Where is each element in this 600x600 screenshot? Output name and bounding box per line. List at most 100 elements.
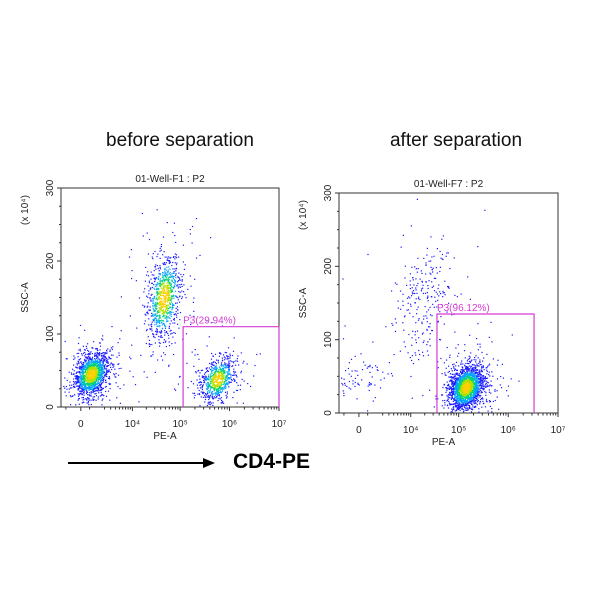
event-point bbox=[162, 278, 164, 280]
event-point bbox=[81, 393, 83, 395]
event-point bbox=[176, 285, 178, 287]
event-point bbox=[479, 361, 481, 363]
event-point bbox=[103, 395, 105, 397]
event-point bbox=[425, 315, 427, 317]
event-point bbox=[228, 358, 230, 360]
event-point bbox=[256, 353, 258, 356]
event-point bbox=[429, 323, 431, 325]
event-point bbox=[157, 297, 159, 299]
event-point bbox=[64, 391, 66, 393]
event-point bbox=[475, 402, 477, 404]
event-point bbox=[71, 384, 73, 386]
event-point bbox=[198, 358, 200, 360]
event-point bbox=[431, 281, 433, 283]
event-point bbox=[233, 378, 235, 380]
event-point bbox=[203, 382, 205, 384]
event-point bbox=[153, 274, 155, 276]
event-point bbox=[166, 287, 168, 289]
event-point bbox=[479, 382, 481, 384]
event-point bbox=[163, 298, 165, 300]
event-point bbox=[464, 399, 466, 401]
event-point bbox=[465, 402, 467, 404]
event-point bbox=[240, 370, 242, 372]
event-point bbox=[171, 343, 173, 345]
event-point bbox=[225, 366, 227, 368]
event-point bbox=[154, 321, 156, 323]
event-point bbox=[167, 293, 170, 295]
event-point bbox=[170, 287, 172, 289]
event-point bbox=[400, 246, 402, 248]
event-point bbox=[482, 377, 484, 380]
event-point bbox=[169, 296, 171, 298]
event-point bbox=[472, 400, 474, 402]
event-point bbox=[167, 298, 169, 301]
x-tick-label: 10⁶ bbox=[222, 419, 237, 430]
event-point bbox=[92, 372, 94, 374]
event-point bbox=[165, 285, 167, 287]
event-point bbox=[129, 315, 131, 317]
event-point bbox=[83, 366, 85, 368]
event-point bbox=[65, 395, 67, 397]
event-point bbox=[78, 376, 80, 378]
event-point bbox=[118, 368, 120, 370]
event-point bbox=[480, 397, 483, 400]
event-point bbox=[475, 406, 477, 408]
event-point bbox=[160, 307, 163, 309]
event-point bbox=[433, 277, 435, 279]
event-point bbox=[75, 404, 77, 406]
event-point bbox=[116, 397, 118, 399]
event-point bbox=[64, 387, 66, 389]
event-point bbox=[142, 235, 144, 237]
event-point bbox=[213, 396, 215, 398]
event-point bbox=[147, 285, 149, 287]
event-point bbox=[433, 406, 435, 408]
event-point bbox=[471, 387, 473, 389]
event-point bbox=[352, 380, 354, 382]
event-point bbox=[222, 381, 224, 383]
event-point bbox=[88, 381, 90, 383]
event-point bbox=[169, 330, 171, 332]
event-point bbox=[456, 381, 458, 384]
event-point bbox=[461, 380, 463, 382]
event-point bbox=[152, 300, 154, 302]
event-point bbox=[160, 301, 162, 303]
event-point bbox=[485, 394, 487, 396]
event-point bbox=[198, 381, 200, 383]
event-point bbox=[101, 375, 103, 377]
event-point bbox=[101, 389, 103, 391]
event-point bbox=[160, 332, 162, 334]
event-point bbox=[224, 391, 227, 393]
event-point bbox=[92, 391, 94, 394]
event-point bbox=[98, 374, 100, 376]
event-point bbox=[235, 375, 237, 377]
event-point bbox=[472, 402, 474, 404]
event-point bbox=[172, 281, 174, 284]
event-point bbox=[77, 367, 79, 369]
event-point bbox=[429, 338, 431, 340]
event-point bbox=[217, 392, 219, 394]
event-point bbox=[147, 313, 149, 315]
event-point bbox=[465, 367, 467, 369]
event-point bbox=[159, 273, 161, 275]
event-point bbox=[167, 277, 169, 280]
event-point bbox=[73, 383, 75, 385]
event-point bbox=[219, 386, 221, 388]
event-point bbox=[458, 402, 460, 404]
event-point bbox=[440, 316, 442, 318]
event-point bbox=[76, 352, 78, 355]
event-point bbox=[470, 385, 472, 387]
event-point bbox=[153, 309, 155, 312]
event-point bbox=[451, 380, 453, 382]
event-point bbox=[175, 241, 177, 244]
event-point bbox=[227, 374, 229, 376]
x-tick-label: 10⁵ bbox=[172, 419, 187, 430]
event-point bbox=[201, 369, 203, 371]
event-point bbox=[376, 369, 378, 371]
event-point bbox=[220, 377, 222, 379]
event-point bbox=[453, 398, 455, 400]
event-point bbox=[417, 306, 419, 308]
event-point bbox=[217, 371, 219, 374]
event-point bbox=[448, 401, 450, 403]
event-point bbox=[88, 394, 90, 396]
event-point bbox=[452, 364, 454, 366]
